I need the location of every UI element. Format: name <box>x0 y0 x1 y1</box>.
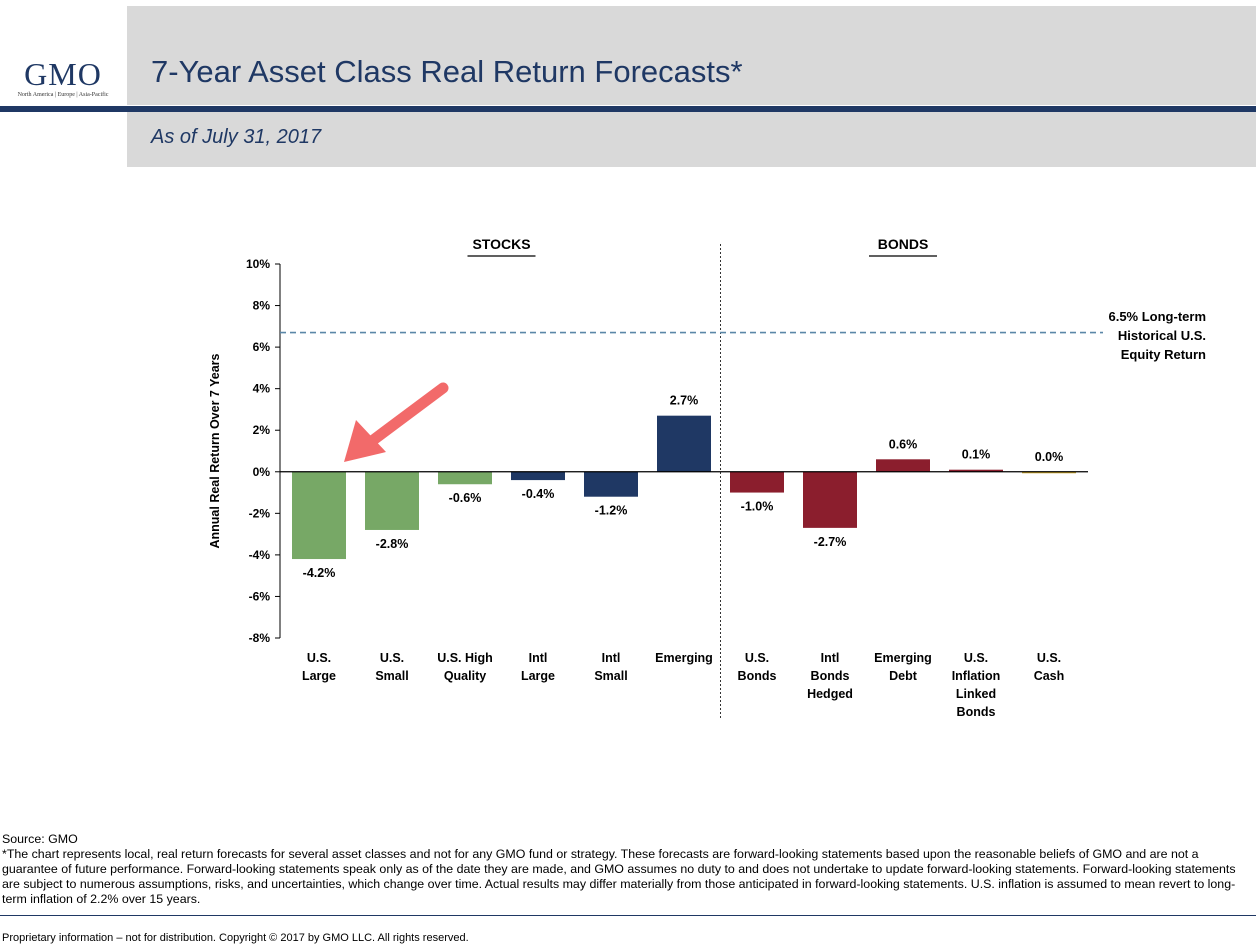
category-label: Inflation <box>952 669 1001 683</box>
page-subtitle: As of July 31, 2017 <box>151 126 322 148</box>
bar <box>657 415 711 472</box>
data-label: -0.6% <box>449 491 482 505</box>
bar <box>365 471 419 530</box>
data-label: -1.2% <box>595 504 628 518</box>
bar <box>949 469 1003 472</box>
data-label: -1.0% <box>741 500 774 514</box>
y-axis-title: Annual Real Return Over 7 Years <box>208 353 222 548</box>
proprietary-note: Proprietary information – not for distri… <box>2 932 469 944</box>
category-label: Hedged <box>807 687 853 701</box>
y-tick-label: -8% <box>249 631 271 645</box>
reference-line-label: Historical U.S. <box>1118 328 1206 343</box>
category-label: Small <box>594 669 627 683</box>
y-tick-label: 4% <box>253 382 271 396</box>
group-header: STOCKS <box>472 236 530 252</box>
category-label: Debt <box>889 669 918 683</box>
category-label: Cash <box>1034 669 1065 683</box>
reference-line-label: Equity Return <box>1121 347 1206 362</box>
category-label: U.S. <box>380 651 404 665</box>
category-label: U.S. <box>745 651 769 665</box>
data-label: 0.0% <box>1035 450 1064 464</box>
y-tick-label: -4% <box>249 548 271 562</box>
category-label: Linked <box>956 687 996 701</box>
reference-line-label: 6.5% Long-term <box>1108 309 1206 324</box>
logo-regions: North America | Europe | Asia-Pacific <box>17 92 109 98</box>
bar <box>1022 471 1076 474</box>
title-bar: 7-Year Asset Class Real Return Forecasts… <box>127 6 1256 105</box>
page-title: 7-Year Asset Class Real Return Forecasts… <box>151 54 743 89</box>
data-label: -0.4% <box>522 487 555 501</box>
data-label: 0.1% <box>962 448 991 462</box>
subtitle-bar: As of July 31, 2017 <box>127 112 1256 167</box>
data-label: 2.7% <box>670 394 699 408</box>
bar <box>876 459 930 472</box>
disclaimer: *The chart represents local, real return… <box>2 847 1236 906</box>
logo-text: GMO <box>24 56 102 92</box>
bar <box>730 471 784 493</box>
data-label: -4.2% <box>303 566 336 580</box>
bar-chart: 10% 8% 6% 4% 2% 0% -2% -4% -6% -8% Annual Real Ret… <box>208 236 1206 719</box>
category-label: Intl <box>529 651 548 665</box>
category-label: Intl <box>821 651 840 665</box>
category-label: U.S. High <box>437 651 493 665</box>
annotation-arrow-head <box>344 420 386 462</box>
category-label: Intl <box>602 651 621 665</box>
bar <box>511 471 565 481</box>
y-tick-label: 10% <box>246 257 270 271</box>
category-label: Bonds <box>957 705 996 719</box>
footer-divider <box>0 915 1256 916</box>
footer-text: Source: GMO *The chart represents local,… <box>2 832 1252 907</box>
y-tick-label: 8% <box>253 299 271 313</box>
category-label: Quality <box>444 669 486 683</box>
bar <box>584 471 638 497</box>
y-tick-label: -2% <box>249 506 271 520</box>
bar <box>292 471 346 560</box>
bar <box>803 471 857 528</box>
data-label: -2.7% <box>814 535 847 549</box>
data-label: 0.6% <box>889 437 918 451</box>
y-tick-label: 2% <box>253 423 271 437</box>
gmo-logo: GMO North America | Europe | Asia-Pacifi… <box>6 56 120 98</box>
group-header: BONDS <box>878 236 929 252</box>
category-label: U.S. <box>964 651 988 665</box>
y-tick-label: -6% <box>249 589 271 603</box>
bar <box>438 471 492 485</box>
source-note: Source: GMO <box>2 832 78 846</box>
category-label: Emerging <box>874 651 932 665</box>
category-label: Bonds <box>811 669 850 683</box>
category-label: Bonds <box>738 669 777 683</box>
category-label: Large <box>302 669 336 683</box>
category-label: Large <box>521 669 555 683</box>
y-tick-label: 6% <box>253 340 271 354</box>
title-divider <box>0 106 1256 112</box>
data-label: -2.8% <box>376 537 409 551</box>
category-label: U.S. <box>307 651 331 665</box>
category-label: Emerging <box>655 651 713 665</box>
category-label: Small <box>375 669 408 683</box>
annotation-arrow-shaft <box>366 382 449 447</box>
y-tick-label: 0% <box>253 465 271 479</box>
category-label: U.S. <box>1037 651 1061 665</box>
